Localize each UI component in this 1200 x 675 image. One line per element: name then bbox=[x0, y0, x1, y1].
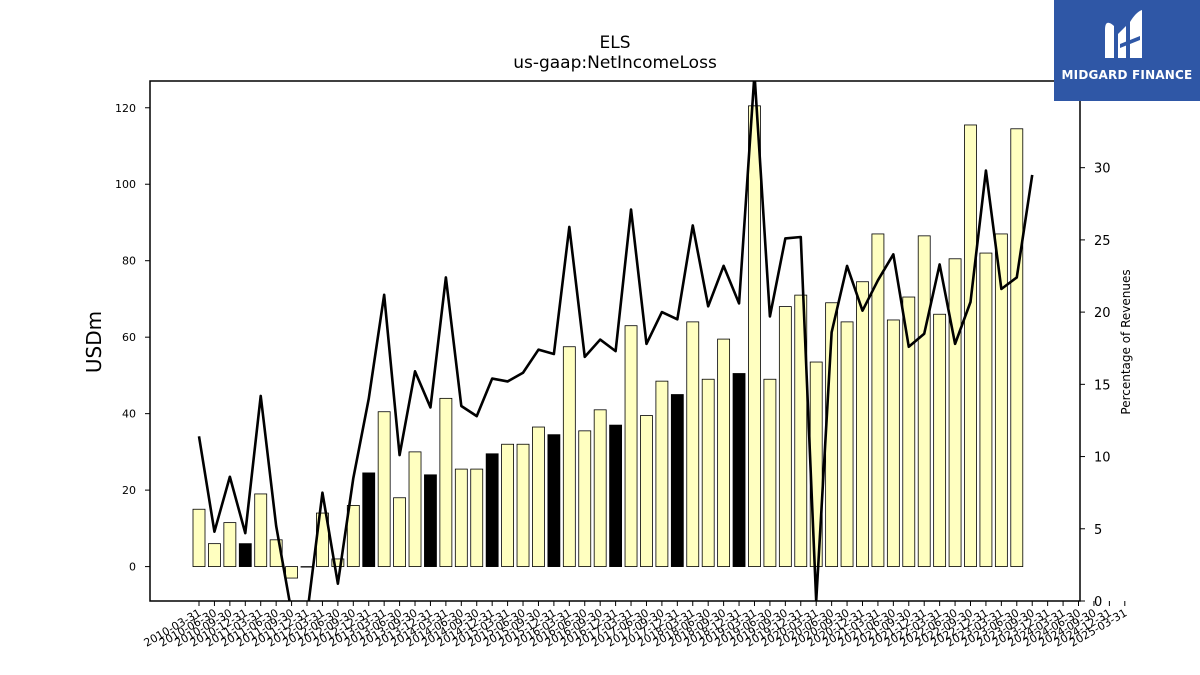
chart-title: ELS bbox=[599, 33, 630, 53]
bar bbox=[979, 252, 993, 567]
bar bbox=[454, 468, 468, 567]
bar bbox=[701, 378, 715, 567]
bar bbox=[439, 397, 453, 567]
y2-tick-label: 5 bbox=[1094, 523, 1102, 538]
bar bbox=[794, 294, 808, 567]
bar bbox=[362, 472, 376, 567]
bar bbox=[917, 235, 931, 567]
bar bbox=[578, 430, 592, 567]
bar bbox=[748, 105, 761, 567]
bar bbox=[933, 313, 947, 567]
bar bbox=[346, 505, 360, 567]
plot-clip-group bbox=[192, 81, 1034, 601]
bar bbox=[331, 558, 345, 567]
bar bbox=[223, 522, 237, 567]
bar bbox=[994, 233, 1008, 567]
bar bbox=[778, 306, 792, 567]
bar bbox=[300, 566, 314, 568]
y2-tick-label: 10 bbox=[1094, 451, 1111, 466]
y2-tick-label: 20 bbox=[1094, 306, 1111, 321]
bar bbox=[238, 543, 252, 567]
brand-logo: MIDGARD FINANCE bbox=[1054, 0, 1200, 101]
bar bbox=[393, 497, 406, 567]
y2-axis-label: Percentage of Revenues bbox=[1119, 269, 1133, 414]
plot-frame bbox=[149, 80, 1081, 602]
bar bbox=[609, 424, 623, 567]
bar bbox=[516, 443, 530, 567]
y2-tick-label: 30 bbox=[1094, 162, 1111, 177]
bar bbox=[640, 415, 653, 567]
bar bbox=[670, 394, 684, 567]
bar bbox=[532, 426, 545, 567]
bar bbox=[763, 378, 777, 567]
y-tick-label: 100 bbox=[115, 178, 136, 191]
y-tick-label: 20 bbox=[122, 484, 136, 497]
bar bbox=[192, 508, 206, 567]
bar bbox=[856, 281, 869, 567]
plot-area: 0204060801001200510152025302010-03-31201… bbox=[115, 80, 1129, 650]
bar bbox=[377, 411, 391, 567]
bar bbox=[547, 434, 561, 567]
y2-tick-label: 25 bbox=[1094, 234, 1111, 249]
bar bbox=[948, 258, 962, 567]
bar bbox=[208, 543, 221, 567]
bar bbox=[902, 296, 916, 567]
y-tick-label: 80 bbox=[122, 255, 136, 268]
logo-text: MIDGARD FINANCE bbox=[1061, 68, 1193, 82]
bar bbox=[624, 325, 638, 567]
bar bbox=[485, 453, 499, 567]
bar bbox=[732, 373, 746, 567]
chart-subtitle: us-gaap:NetIncomeLoss bbox=[513, 53, 717, 73]
bar bbox=[1010, 128, 1024, 567]
bar bbox=[964, 124, 977, 567]
bar bbox=[686, 321, 700, 567]
bar bbox=[840, 321, 854, 567]
bar bbox=[470, 468, 484, 567]
y-tick-label: 40 bbox=[122, 408, 136, 421]
bar bbox=[717, 338, 731, 567]
bar bbox=[886, 319, 900, 567]
y2-tick-label: 15 bbox=[1094, 378, 1111, 393]
y-tick-label: 60 bbox=[122, 331, 136, 344]
bar bbox=[655, 380, 669, 567]
y-tick-label: 120 bbox=[115, 102, 136, 115]
bar bbox=[285, 566, 298, 579]
y-tick-label: 0 bbox=[129, 561, 136, 574]
bar bbox=[408, 451, 422, 567]
y-axis-label: USDm bbox=[82, 311, 106, 373]
bar bbox=[562, 346, 576, 567]
midgard-logo-icon bbox=[1105, 10, 1142, 58]
bar bbox=[254, 493, 268, 567]
series-line bbox=[197, 81, 1034, 601]
bar bbox=[871, 233, 885, 567]
bar bbox=[593, 409, 607, 567]
y2-tick-label: 0 bbox=[1094, 595, 1102, 610]
bar bbox=[424, 474, 437, 567]
bar bbox=[501, 443, 515, 567]
